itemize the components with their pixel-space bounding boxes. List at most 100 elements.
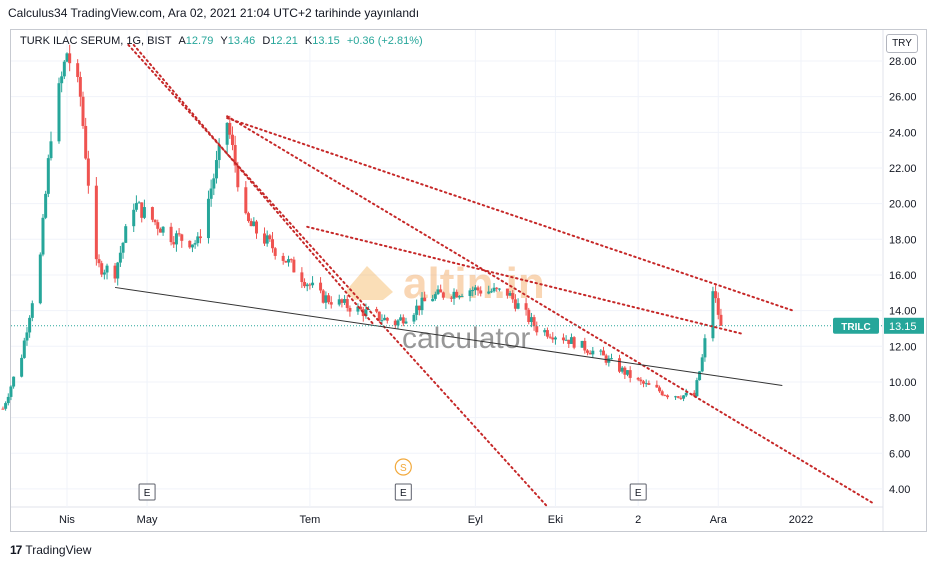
candle xyxy=(495,287,499,292)
candle-body xyxy=(348,307,352,312)
candle-body xyxy=(404,321,408,324)
candle xyxy=(198,229,202,244)
candle-body xyxy=(177,233,181,235)
candle xyxy=(284,260,288,263)
candle xyxy=(674,395,678,400)
candle-body xyxy=(415,305,419,315)
candle-body xyxy=(567,339,571,344)
candle xyxy=(399,314,403,321)
x-tick-label: May xyxy=(137,514,158,526)
candle xyxy=(161,226,165,236)
candle xyxy=(545,327,549,339)
legend-open-value: 12.79 xyxy=(185,35,214,47)
candle-body xyxy=(1,408,5,410)
candle xyxy=(78,71,82,107)
candle xyxy=(591,347,595,358)
candle xyxy=(711,286,715,342)
legend-high-value: 13.46 xyxy=(227,35,256,47)
candle-body xyxy=(455,291,459,298)
candle-body xyxy=(233,145,237,166)
candle xyxy=(172,236,176,248)
candle-body xyxy=(124,226,128,243)
candle xyxy=(180,233,184,248)
candle xyxy=(551,332,555,343)
candle xyxy=(572,336,576,350)
candle-body xyxy=(532,317,536,327)
candle-body xyxy=(535,326,539,333)
candle xyxy=(666,394,670,400)
candle xyxy=(404,317,408,325)
footer-brand[interactable]: 17 TradingView xyxy=(10,543,91,557)
candle-body xyxy=(676,396,680,398)
candle-body xyxy=(252,221,256,227)
candle-body xyxy=(636,377,640,380)
tradingview-logo: 17 xyxy=(10,543,22,557)
candle-body xyxy=(513,299,517,309)
candle xyxy=(639,377,643,385)
candle xyxy=(311,276,315,288)
candle xyxy=(233,135,237,173)
candle xyxy=(580,340,584,348)
trendline-gray xyxy=(114,286,783,387)
candle xyxy=(532,314,536,331)
candle-body xyxy=(505,288,509,296)
candle-body xyxy=(193,243,197,245)
candle xyxy=(535,321,539,336)
candle xyxy=(561,333,565,344)
candle-body xyxy=(364,309,368,317)
symbol-name[interactable]: TURK ILAC SERUM, 1G, BIST xyxy=(20,35,172,47)
candle xyxy=(449,296,453,302)
y-tick-label: 20.00 xyxy=(889,199,917,211)
trendline-red xyxy=(132,43,375,326)
candle-body xyxy=(647,383,651,385)
candle xyxy=(497,288,501,292)
candle xyxy=(420,292,424,315)
candle-body xyxy=(580,340,584,348)
candle xyxy=(263,227,267,247)
candle xyxy=(337,294,341,307)
candle xyxy=(209,179,213,207)
candle xyxy=(682,395,686,402)
candle-body xyxy=(198,236,202,239)
candle xyxy=(177,228,181,237)
candle xyxy=(626,370,630,377)
x-tick-label: Nis xyxy=(59,514,75,526)
tradingview-label: TradingView xyxy=(25,543,92,557)
candle-body xyxy=(153,219,157,223)
y-tick-label: 28.00 xyxy=(889,56,917,68)
candle-body xyxy=(377,311,381,321)
candle-body xyxy=(289,259,293,261)
earnings-marker-icon xyxy=(629,483,647,501)
candle-body xyxy=(511,293,515,300)
candle-body xyxy=(84,125,88,159)
candle xyxy=(329,296,333,309)
candle xyxy=(513,294,517,312)
candle-body xyxy=(97,259,101,264)
candle xyxy=(116,261,120,286)
candle-body xyxy=(41,217,45,255)
candle xyxy=(599,348,603,356)
candle-body xyxy=(46,158,50,194)
candle xyxy=(97,254,101,268)
candle-body xyxy=(209,188,213,199)
candle-body xyxy=(489,291,493,293)
y-tick-label: 6.00 xyxy=(889,448,910,460)
candle-body xyxy=(380,320,384,322)
symbol-tag-label: TRILC xyxy=(841,322,870,333)
candle xyxy=(457,295,461,300)
candle-body xyxy=(663,395,667,397)
candle-body xyxy=(329,302,333,305)
candle xyxy=(618,354,622,374)
candle-body xyxy=(412,314,416,322)
currency-button[interactable]: TRY xyxy=(886,34,918,53)
split-marker-icon xyxy=(394,458,412,476)
candle xyxy=(132,203,136,233)
candle-body xyxy=(644,383,648,385)
candle-body xyxy=(700,357,704,372)
candle-body xyxy=(150,207,154,220)
candle-body xyxy=(682,395,686,399)
candle xyxy=(439,284,443,293)
candle-body xyxy=(658,387,662,392)
candle-body xyxy=(9,386,13,397)
